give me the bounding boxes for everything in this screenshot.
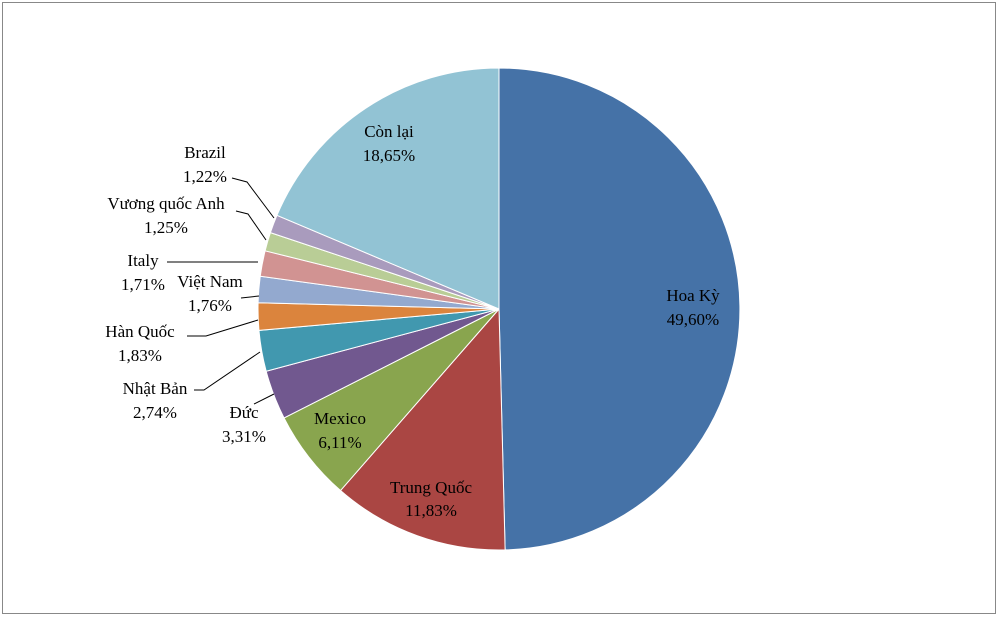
label-name-viet-nam: Việt Nam xyxy=(177,272,243,291)
label-value-con-lai: 18,65% xyxy=(363,146,415,165)
pie-slice-0 xyxy=(498,67,741,551)
label-name-duc: Đức xyxy=(229,403,258,422)
label-name-hoa-ky: Hoa Kỳ xyxy=(666,286,720,305)
label-value-italy: 1,71% xyxy=(121,275,165,294)
pie-slice-10 xyxy=(276,67,500,310)
label-name-nhat-ban: Nhật Bản xyxy=(123,379,188,398)
label-value-duc: 3,31% xyxy=(222,427,266,446)
label-name-trung-quoc: Trung Quốc xyxy=(390,478,472,497)
slice-labels: Hoa Kỳ 49,60% Trung Quốc 11,83% Mexico 6… xyxy=(105,122,720,520)
leader-line-vuong-quoc-anh xyxy=(235,210,267,241)
leader-line-viet-nam xyxy=(240,295,260,299)
label-value-viet-nam: 1,76% xyxy=(188,296,232,315)
label-value-hoa-ky: 49,60% xyxy=(667,310,719,329)
label-name-con-lai: Còn lại xyxy=(364,122,414,141)
pie-slice-1 xyxy=(339,307,506,551)
label-name-vuong-quoc-anh: Vương quốc Anh xyxy=(107,194,225,213)
pie-slices xyxy=(257,67,741,551)
leader-line-brazil xyxy=(231,177,275,219)
label-value-trung-quoc: 11,83% xyxy=(405,501,457,520)
label-name-mexico: Mexico xyxy=(314,409,366,428)
label-name-han-quoc: Hàn Quốc xyxy=(105,322,175,341)
label-value-mexico: 6,11% xyxy=(318,433,361,452)
leader-line-nhat-ban xyxy=(194,351,261,391)
label-value-han-quoc: 1,83% xyxy=(118,346,162,365)
label-value-brazil: 1,22% xyxy=(183,167,227,186)
label-name-italy: Italy xyxy=(127,251,159,270)
label-value-vuong-quoc-anh: 1,25% xyxy=(144,218,188,237)
label-name-brazil: Brazil xyxy=(184,143,226,162)
leader-line-duc xyxy=(253,393,275,405)
leader-line-han-quoc xyxy=(187,319,259,337)
label-value-nhat-ban: 2,74% xyxy=(133,403,177,422)
leader-lines xyxy=(167,177,275,405)
